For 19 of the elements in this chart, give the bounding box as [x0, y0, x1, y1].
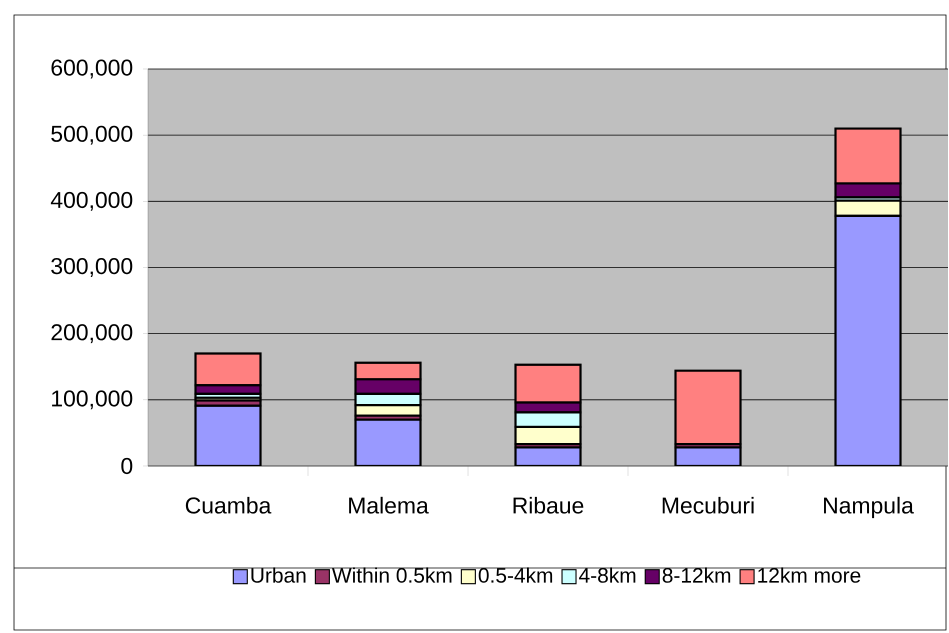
legend-label: 0.5-4km — [478, 567, 552, 583]
y-tick-label: 300,000 — [51, 258, 132, 277]
y-tick-label: 200,000 — [52, 324, 132, 344]
y-tick-label: 400,000 — [50, 192, 132, 211]
legend-label: Urban — [251, 567, 306, 583]
legend-label: 4-8km — [579, 567, 636, 583]
x-tick-label: Malema — [349, 496, 429, 514]
legend-label: 8-12km — [662, 567, 730, 583]
x-tick-label: Ribaue — [514, 496, 584, 514]
legend-label: 12km more — [758, 567, 860, 583]
bar — [674, 370, 742, 446]
x-tick-label: Nampula — [824, 496, 914, 518]
legend-label: Within 0.5km — [332, 567, 452, 583]
x-tick-label: Mecuburi — [662, 496, 754, 514]
y-tick-label: 0 — [121, 458, 132, 474]
x-tick-label: Cuamba — [186, 496, 272, 514]
y-tick-label: 600,000 — [52, 60, 132, 78]
y-tick-label: 500,000 — [51, 126, 132, 145]
y-tick-label: 100,000 — [52, 390, 132, 410]
